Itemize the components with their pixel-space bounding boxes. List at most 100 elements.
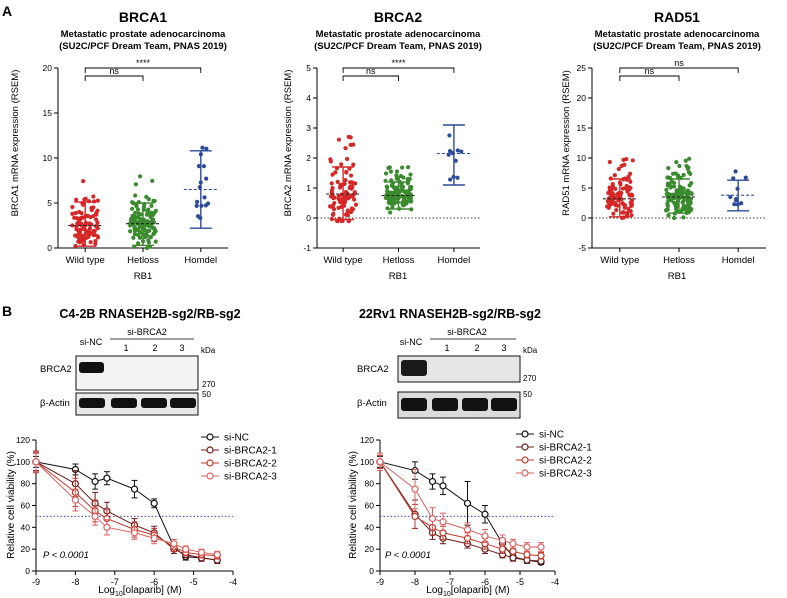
x-label-post: [olaparib] (M) (451, 585, 510, 596)
y-tick-label: 0 (25, 566, 30, 576)
data-point (142, 234, 148, 240)
y-tick-label: 5 (47, 198, 52, 208)
data-point (348, 142, 353, 147)
data-point (335, 179, 340, 184)
22rv1-viability-panel: Relative cell viability (%) Log10[olapar… (348, 430, 592, 598)
data-point (351, 197, 357, 202)
y-axis-label: Relative cell viability (%) (348, 451, 359, 559)
data-point (346, 134, 351, 140)
data-point (150, 534, 158, 542)
data-point (393, 196, 399, 201)
data-point (136, 211, 141, 216)
data-point (91, 228, 96, 234)
data-point (383, 178, 388, 183)
y-tick-label: 10 (43, 153, 53, 163)
panel-title: BRCA2 (374, 9, 422, 25)
x-label-pre: Log (426, 585, 443, 596)
legend-label: si-BRCA2-3 (224, 472, 277, 483)
legend-label: si-NC (539, 430, 564, 441)
significance-bracket (619, 67, 739, 73)
data-point (182, 545, 190, 553)
y-tick-label: 20 (43, 63, 53, 73)
data-point (383, 171, 389, 176)
data-point (347, 195, 352, 200)
data-point (385, 185, 390, 190)
data-point (409, 207, 414, 212)
significance-bracket (342, 75, 399, 81)
data-point (77, 238, 83, 243)
data-point (202, 195, 207, 200)
legend-marker (521, 456, 529, 464)
data-point (388, 210, 393, 215)
data-point (73, 210, 78, 216)
y-axis-label: RAD51 mRNA expression (RSEM) (561, 70, 572, 216)
si-brca2-lane-label: si-BRCA2 (447, 327, 487, 337)
data-point (130, 485, 139, 493)
data-point (666, 166, 671, 171)
y-tick-label: 100 (360, 457, 374, 467)
data-point (390, 204, 395, 210)
series-line (35, 461, 218, 561)
data-point (153, 239, 158, 244)
si-nc-lane-label: si-NC (400, 337, 423, 347)
data-point (330, 185, 335, 191)
data-point (149, 220, 154, 225)
x-tick-label: Homdel (722, 255, 755, 266)
data-point (448, 177, 453, 182)
data-point (338, 199, 343, 204)
data-point (481, 510, 489, 518)
data-point (671, 215, 677, 221)
x-tick-label: -8 (411, 577, 419, 587)
brca2-scatter-panel: BRCA2 Metastatic prostate adenocarcinoma… (283, 9, 482, 282)
legend-marker (206, 446, 214, 454)
data-point (137, 235, 143, 240)
x-tick-label: -5 (516, 577, 524, 587)
data-point (150, 499, 158, 507)
si-brca2-lane-label: si-BRCA2 (127, 327, 167, 337)
data-point (681, 215, 686, 220)
data-point (411, 512, 419, 521)
data-point (81, 178, 86, 184)
data-point (133, 193, 138, 198)
data-point (88, 231, 93, 236)
y-tick-label: 0 (47, 243, 52, 253)
data-point (743, 175, 748, 180)
x-group-label: RB1 (134, 271, 152, 282)
data-point (144, 245, 150, 251)
data-point (329, 181, 334, 186)
data-point (76, 228, 81, 234)
x-tick-label: Homdel (438, 255, 471, 266)
data-point (128, 229, 133, 234)
x-tick-label: Hetloss (663, 255, 695, 266)
panel-title: BRCA1 (119, 9, 167, 25)
data-point (329, 204, 334, 209)
data-point (610, 201, 615, 206)
data-point (328, 157, 333, 162)
data-point (150, 217, 156, 222)
kda-label: kDa (201, 346, 216, 355)
legend-marker (521, 443, 529, 451)
x-label-sub: 10 (443, 591, 451, 598)
data-point (353, 181, 358, 186)
y-tick-label: 5 (306, 63, 311, 73)
y-tick-label: 10 (577, 153, 587, 163)
y-axis-label: BRCA1 mRNA expression (RSEM) (10, 70, 21, 217)
x-tick-label: -5 (190, 577, 198, 587)
data-point (670, 195, 675, 200)
data-point (400, 165, 405, 170)
data-point (686, 170, 692, 175)
blot-title: C4-2B RNASEH2B-sg2/RB-sg2 (59, 307, 240, 321)
data-point (170, 540, 178, 548)
data-point (731, 176, 736, 181)
data-point (328, 194, 334, 199)
data-point (336, 137, 342, 142)
brca2-band-si-nc (79, 362, 104, 373)
y-axis-label: BRCA2 mRNA expression (RSEM) (283, 70, 294, 217)
data-point (131, 235, 136, 240)
data-point (732, 202, 737, 207)
data-point (345, 213, 351, 218)
data-point (673, 206, 679, 211)
legend-marker (206, 472, 214, 480)
data-point (88, 240, 93, 245)
